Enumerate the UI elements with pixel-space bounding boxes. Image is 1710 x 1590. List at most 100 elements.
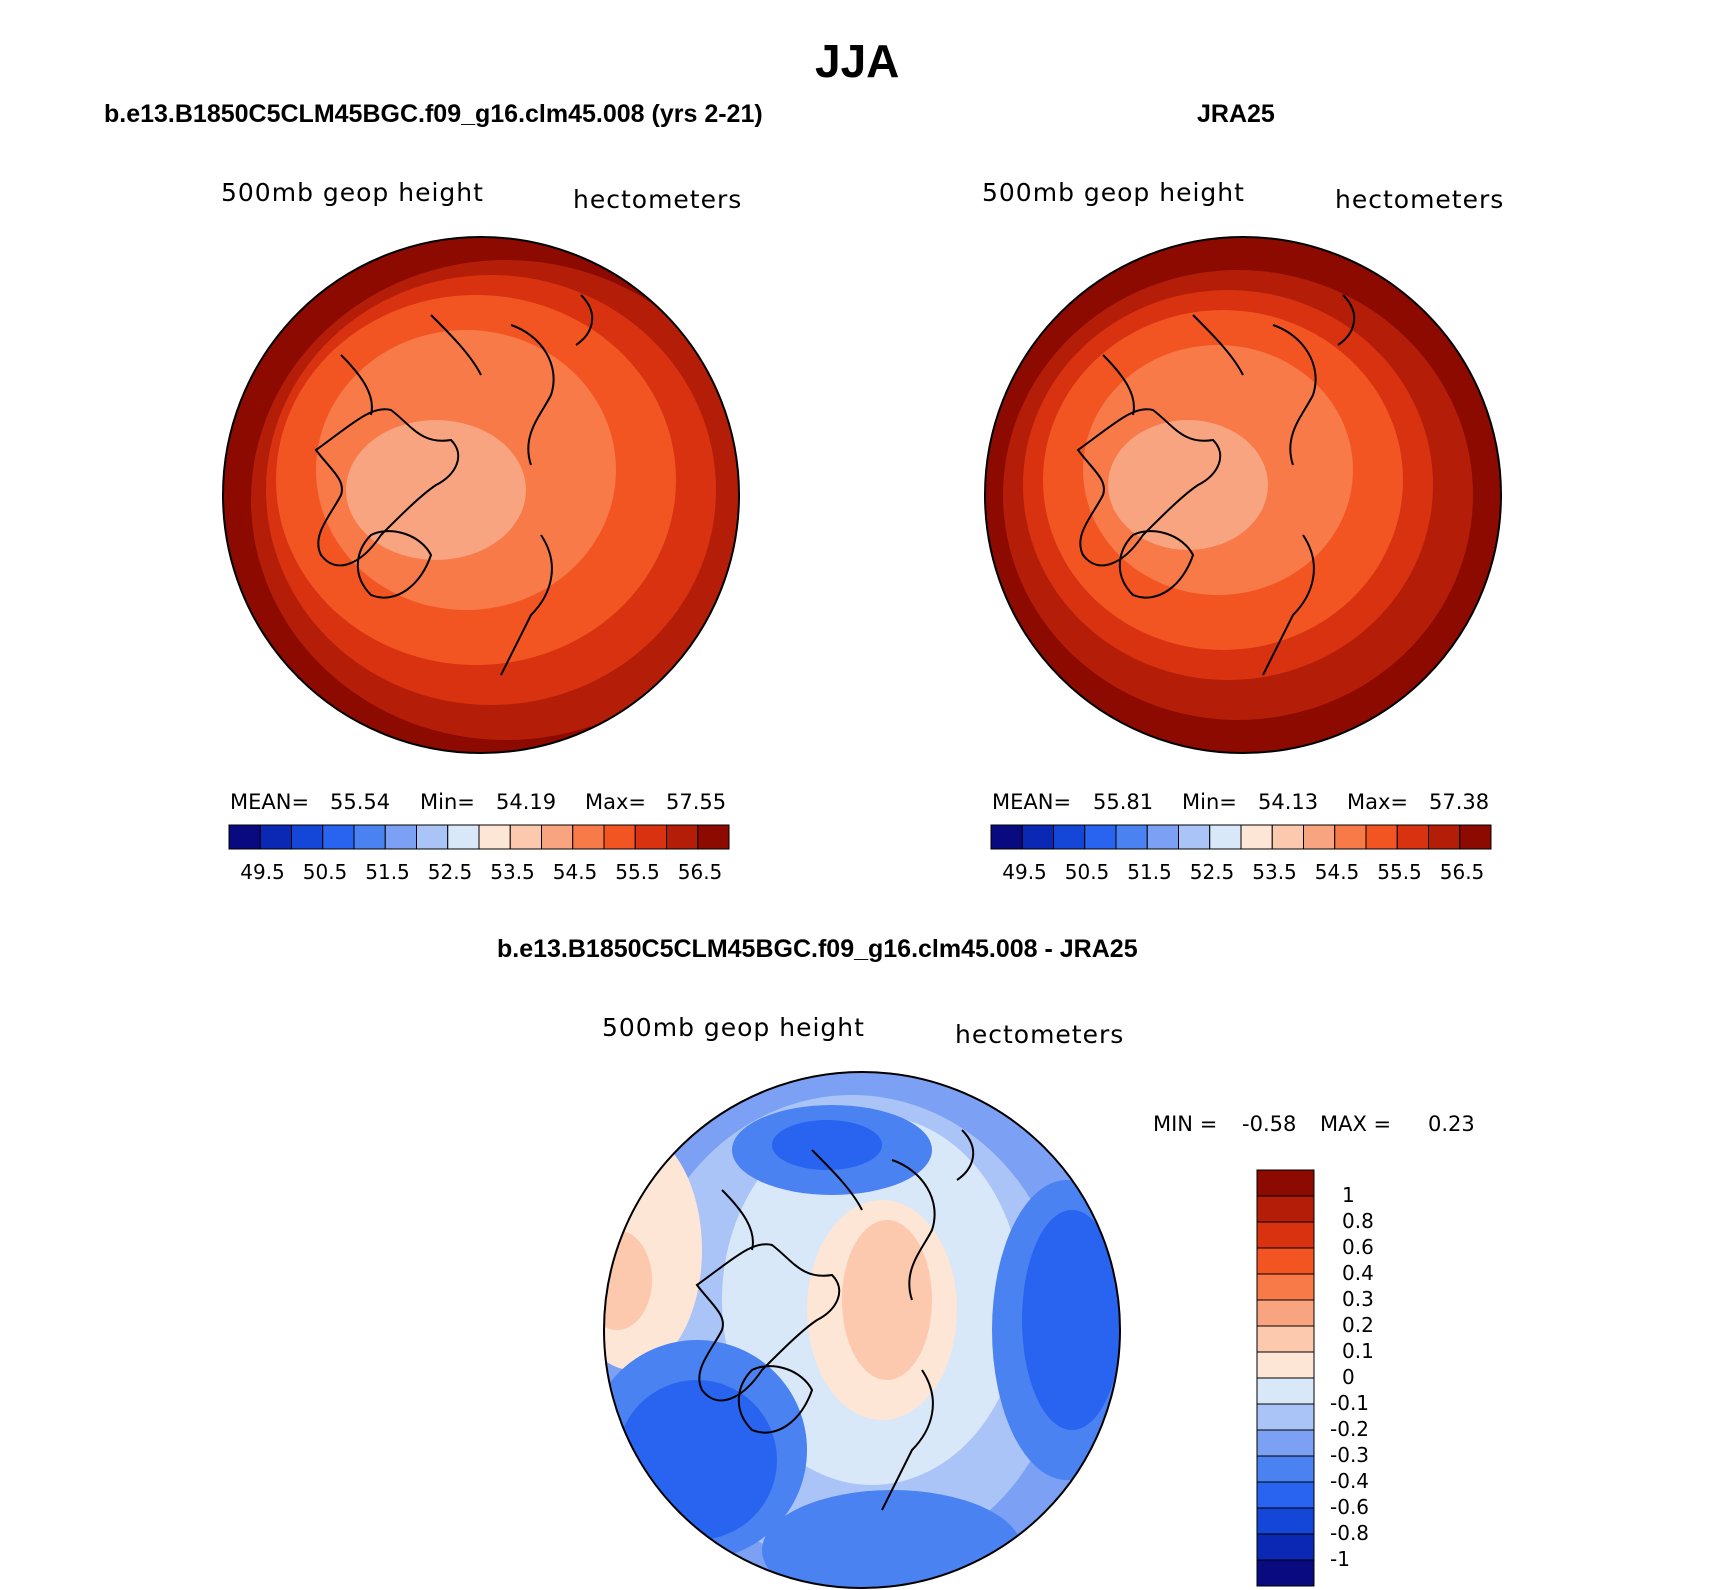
- model-colorbar-swatch: [478, 824, 511, 850]
- obs-colorbar-swatch: [1021, 824, 1054, 850]
- obs-colorbar-swatch: [1459, 824, 1492, 850]
- model-colorbar-swatch: [666, 824, 699, 850]
- diff-colorbar-swatch: [1256, 1403, 1315, 1431]
- diff-colorbar-tick-label: -1: [1330, 1547, 1350, 1571]
- obs-units-label: hectometers: [1335, 185, 1505, 214]
- model-colorbar-swatch: [572, 824, 605, 850]
- diff-colorbar-tick-label: 0.2: [1342, 1313, 1374, 1337]
- diff-colorbar-ticks: 1 0.8 0.6 0.4 0.3 0.2 0.1 0 -0.1 -0.2 -0.3 -0.4 -0.6…: [1330, 1170, 1410, 1586]
- obs-colorbar-swatch: [1334, 824, 1367, 850]
- diff-coastline: [695, 1129, 975, 1511]
- diff-max-value: 0.23: [1428, 1112, 1475, 1136]
- diff-colorbar-tick-label: -0.6: [1330, 1495, 1370, 1519]
- model-colorbar-swatch: [228, 824, 261, 850]
- model-colorbar-swatch: [447, 824, 480, 850]
- model-max-value: 57.55: [666, 790, 727, 814]
- diff-colorbar-tick-label: 0.6: [1342, 1235, 1374, 1259]
- model-colorbar-swatch: [384, 824, 417, 850]
- model-panel-title: b.e13.B1850C5CLM45BGC.f09_g16.clm45.008 …: [104, 100, 763, 128]
- obs-min-label: Min=: [1182, 790, 1237, 814]
- diff-units-label: hectometers: [955, 1020, 1125, 1049]
- model-polar-map: [222, 236, 740, 754]
- diff-colorbar-swatch: [1256, 1481, 1315, 1509]
- model-colorbar-tick-label: 52.5: [427, 860, 473, 884]
- model-colorbar-tick-label: 51.5: [365, 860, 410, 884]
- model-max-label: Max=: [585, 790, 647, 814]
- diff-contour-pos-center-2: [842, 1220, 932, 1380]
- model-coastline: [314, 294, 594, 676]
- obs-colorbar-swatch: [1053, 824, 1086, 850]
- obs-contour-6: [1108, 420, 1268, 550]
- diff-contour-neg-north-2: [772, 1120, 882, 1170]
- obs-colorbar-tick-label: 49.5: [1002, 860, 1047, 884]
- diff-colorbar-swatch: [1256, 1221, 1315, 1249]
- model-min-label: Min=: [420, 790, 475, 814]
- obs-coastline: [1076, 294, 1356, 676]
- model-colorbar-swatch: [322, 824, 355, 850]
- diff-colorbar-swatch: [1256, 1195, 1315, 1223]
- diff-variable-label: 500mb geop height: [602, 1013, 865, 1042]
- diff-colorbar-swatch: [1256, 1559, 1315, 1587]
- diff-min-label: MIN =: [1153, 1112, 1218, 1136]
- diff-colorbar-swatch: [1256, 1169, 1315, 1197]
- obs-polar-map: [984, 236, 1502, 754]
- diff-panel-title: b.e13.B1850C5CLM45BGC.f09_g16.clm45.008 …: [497, 935, 1138, 963]
- diff-colorbar-tick-label: 0.4: [1342, 1261, 1374, 1285]
- diff-colorbar-tick-label: -0.8: [1330, 1521, 1370, 1545]
- model-colorbar-swatch: [353, 824, 386, 850]
- model-colorbar-tick-label: 53.5: [490, 860, 535, 884]
- model-units-label: hectometers: [573, 185, 743, 214]
- diff-colorbar-swatch: [1256, 1507, 1315, 1535]
- model-colorbar-tick-label: 55.5: [615, 860, 660, 884]
- model-variable-label: 500mb geop height: [221, 178, 484, 207]
- obs-colorbar-tick-label: 53.5: [1252, 860, 1297, 884]
- model-colorbar-tick-label: 54.5: [552, 860, 598, 884]
- obs-colorbar-tick-label: 52.5: [1189, 860, 1235, 884]
- diff-colorbar-tick-label: 0.1: [1342, 1339, 1374, 1363]
- obs-colorbar-ticks: 49.5 50.5 51.5 52.5 53.5 54.5 55.5 56.5: [991, 860, 1491, 886]
- model-colorbar-swatch: [416, 824, 449, 850]
- diff-colorbar-tick-label: -0.1: [1330, 1391, 1370, 1415]
- diff-colorbar-tick-label: -0.3: [1330, 1443, 1370, 1467]
- obs-colorbar-swatch: [1271, 824, 1304, 850]
- diff-colorbar-tick-label: 0.3: [1342, 1287, 1374, 1311]
- obs-colorbar-swatch: [1115, 824, 1148, 850]
- obs-colorbar-swatch: [1365, 824, 1398, 850]
- diff-colorbar-swatch: [1256, 1247, 1315, 1275]
- obs-colorbar-tick-label: 56.5: [1439, 860, 1485, 884]
- diff-contour-pos-west-2: [604, 1230, 652, 1330]
- diff-colorbar-swatch: [1256, 1299, 1315, 1327]
- obs-colorbar-swatch: [1396, 824, 1429, 850]
- diff-colorbar-swatch: [1256, 1455, 1315, 1483]
- model-colorbar-ticks: 49.5 50.5 51.5 52.5 53.5 54.5 55.5 56.5: [229, 860, 729, 886]
- model-colorbar-tick-label: 56.5: [677, 860, 723, 884]
- season-title: JJA: [815, 35, 900, 87]
- model-mean-label: MEAN=: [230, 790, 310, 814]
- obs-mean-value: 55.81: [1093, 790, 1154, 814]
- diff-colorbar: [1256, 1169, 1315, 1587]
- model-colorbar-swatch: [509, 824, 542, 850]
- obs-min-value: 54.13: [1258, 790, 1319, 814]
- model-colorbar-swatch: [697, 824, 730, 850]
- diff-colorbar-swatch: [1256, 1533, 1315, 1561]
- diff-contour-neg-southwest-2: [617, 1380, 777, 1540]
- diff-max-label: MAX =: [1320, 1112, 1392, 1136]
- model-colorbar-swatch: [541, 824, 574, 850]
- obs-variable-label: 500mb geop height: [982, 178, 1245, 207]
- obs-max-value: 57.38: [1429, 790, 1490, 814]
- diff-colorbar-swatch: [1256, 1377, 1315, 1405]
- model-mean-value: 55.54: [330, 790, 391, 814]
- model-colorbar-swatch: [259, 824, 292, 850]
- obs-panel-title: JRA25: [1197, 100, 1275, 128]
- diff-colorbar-tick-label: 0.8: [1342, 1209, 1374, 1233]
- obs-colorbar-swatch: [1084, 824, 1117, 850]
- diff-colorbar-swatch: [1256, 1325, 1315, 1353]
- model-colorbar-swatch: [634, 824, 667, 850]
- obs-colorbar-swatch: [1240, 824, 1273, 850]
- diff-colorbar-swatch: [1256, 1273, 1315, 1301]
- model-colorbar-tick-label: 49.5: [240, 860, 285, 884]
- diff-colorbar-tick-label: 1: [1342, 1183, 1355, 1207]
- obs-colorbar-swatch: [1146, 824, 1179, 850]
- obs-colorbar-swatch: [1303, 824, 1336, 850]
- model-colorbar: [228, 824, 730, 850]
